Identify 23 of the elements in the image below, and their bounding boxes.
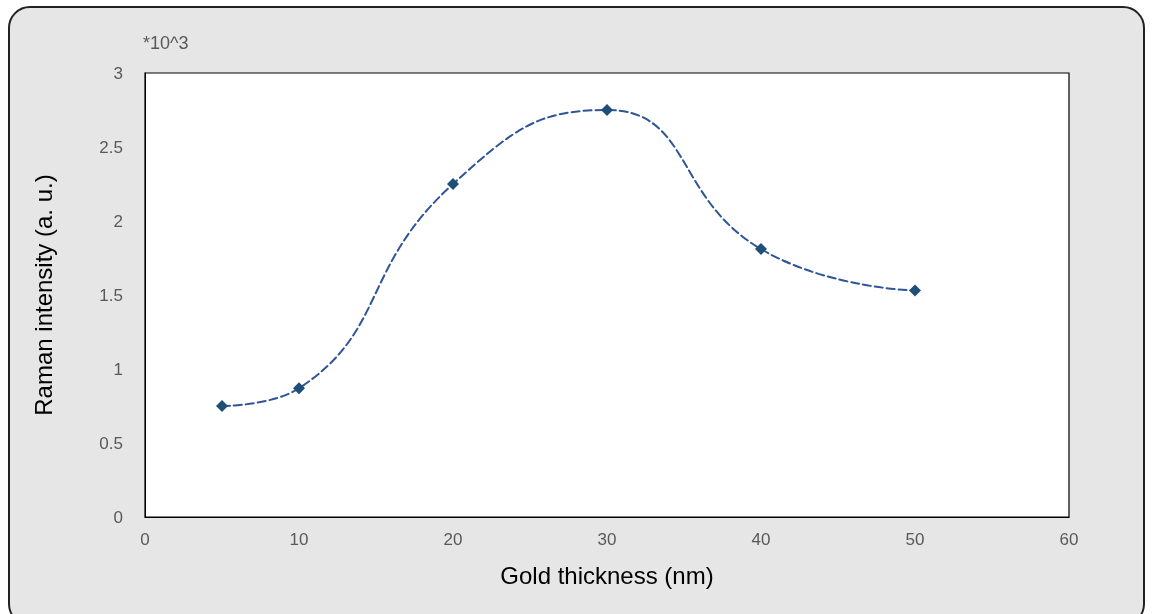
x-tick-label: 30 [597, 530, 617, 549]
point [216, 400, 228, 412]
x-tick-label: 20 [443, 530, 463, 549]
point [755, 243, 767, 256]
point [447, 178, 459, 190]
y-axis-title: Raman intensity (a. u.) [29, 174, 57, 416]
y-tick-label: 0 [113, 507, 123, 527]
point [293, 382, 305, 395]
x-tick-label: 50 [905, 530, 925, 549]
y-tick-label: 1.5 [99, 285, 123, 305]
y-tick-label: 0.5 [99, 433, 123, 453]
x-tick-label: 10 [289, 530, 309, 549]
x-tick-label: 0 [140, 530, 150, 549]
y-tick-label: 2 [113, 211, 123, 231]
point [909, 284, 921, 297]
point [601, 104, 613, 116]
text: *10^3 [143, 33, 189, 53]
y-tick-label: 2.5 [99, 137, 123, 157]
y-tick-label: 3 [113, 63, 123, 83]
y-tick-label: 1 [113, 359, 123, 379]
x-axis-title: Gold thickness (nm) [500, 561, 714, 589]
x-tick-label: 60 [1059, 530, 1079, 549]
x-tick-label: 40 [751, 530, 771, 549]
